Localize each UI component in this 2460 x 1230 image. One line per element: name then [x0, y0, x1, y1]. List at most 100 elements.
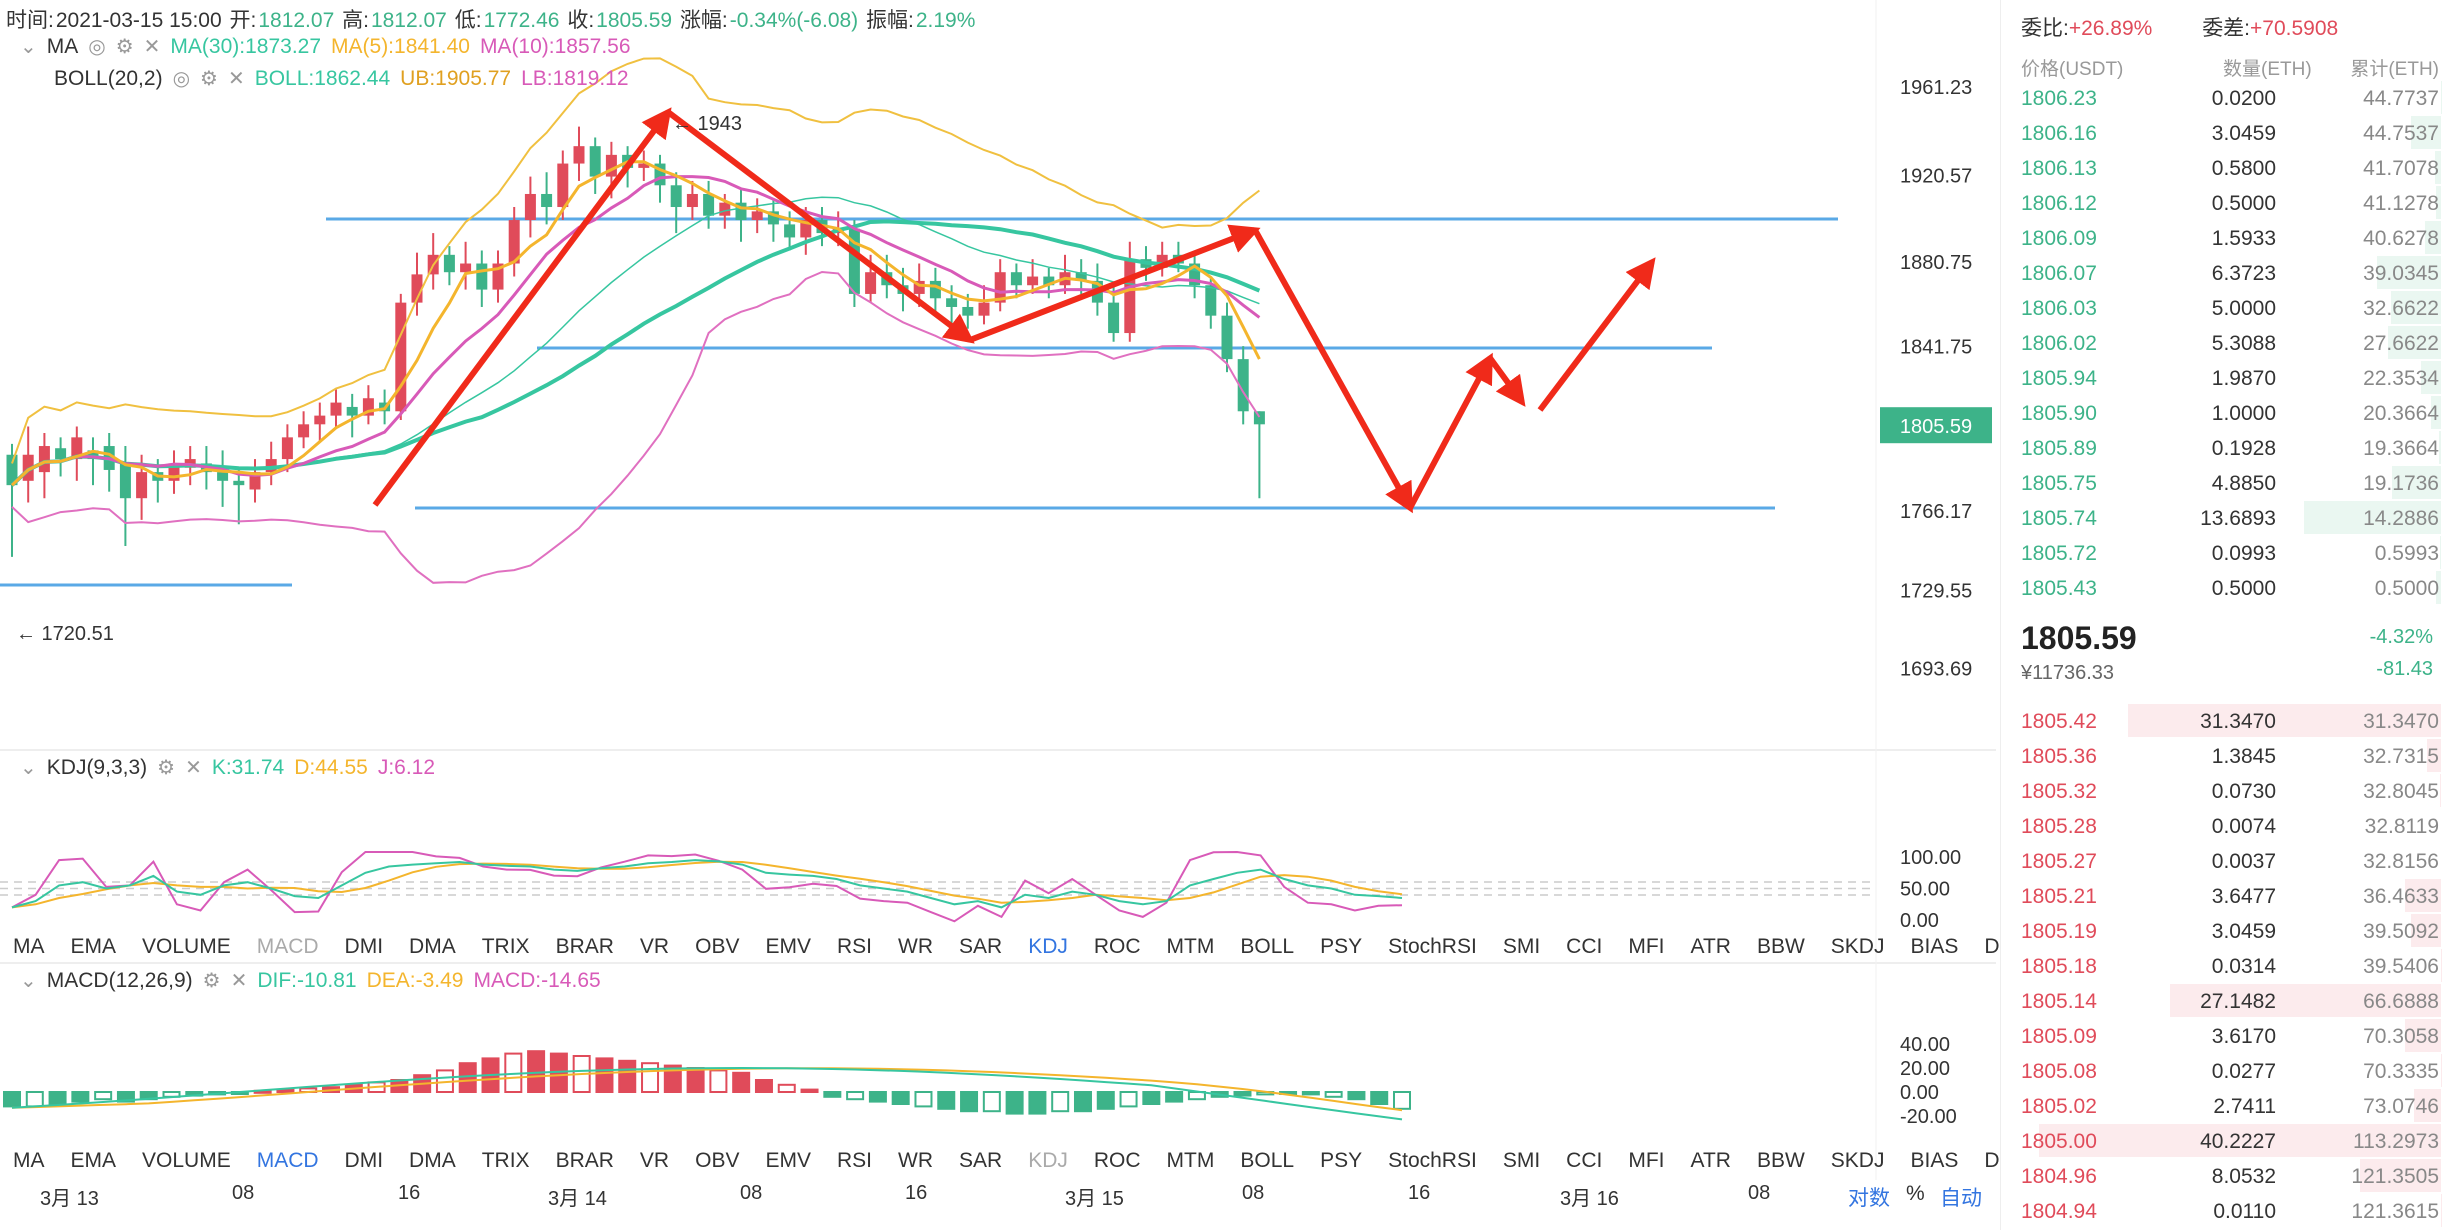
settings-icon[interactable]: ⚙: [115, 36, 134, 58]
indicator-tab-rsi[interactable]: RSI: [836, 1149, 872, 1172]
orderbook-upper-row[interactable]: 1805.43 0.5000 0.5000: [2001, 570, 2460, 605]
settings-icon[interactable]: ⚙: [200, 68, 218, 90]
orderbook-lower-row[interactable]: 1805.19 3.0459 39.5092: [2001, 913, 2460, 948]
orderbook-upper-row[interactable]: 1805.89 0.1928 19.3664: [2001, 430, 2460, 465]
indicator-tab-skdj[interactable]: SKDJ: [1830, 935, 1885, 958]
close-icon[interactable]: ✕: [185, 757, 202, 779]
indicator-tab-ema[interactable]: EMA: [70, 935, 117, 958]
indicator-tab-wr[interactable]: WR: [898, 1149, 933, 1172]
indicator-tab-ema[interactable]: EMA: [70, 1149, 117, 1172]
chart-area[interactable]: 1961.23 1920.57 1880.75 1841.75 1805.59 1766.…: [0, 0, 2187, 1230]
percent-scale-toggle[interactable]: %: [1906, 1182, 1925, 1205]
orderbook-lower-row[interactable]: 1805.09 3.6170 70.3058: [2001, 1018, 2460, 1053]
orderbook-upper-row[interactable]: 1806.07 6.3723 39.0345: [2001, 255, 2460, 290]
indicator-tab-dmi[interactable]: DMI: [344, 1149, 384, 1172]
indicator-tab-smi[interactable]: SMI: [1502, 1149, 1541, 1172]
indicator-tab-kdj[interactable]: KDJ: [1028, 935, 1068, 958]
eye-icon[interactable]: ◎: [172, 68, 191, 90]
close-icon[interactable]: ✕: [227, 68, 245, 90]
orderbook-lower-row[interactable]: 1805.08 0.0277 70.3335: [2001, 1053, 2460, 1088]
indicator-tab-roc[interactable]: ROC: [1093, 935, 1141, 958]
indicator-tab-boll[interactable]: BOLL: [1240, 1149, 1295, 1172]
indicator-tab-trix[interactable]: TRIX: [481, 1149, 530, 1172]
auto-scale-toggle[interactable]: 自动: [1940, 1187, 1982, 1210]
orderbook-lower-row[interactable]: 1805.21 3.6477 36.4633: [2001, 878, 2460, 913]
kline-chart-svg[interactable]: 1961.23 1920.57 1880.75 1841.75 1805.59 1766.…: [0, 0, 1996, 1230]
indicator-tab-mtm[interactable]: MTM: [1166, 935, 1215, 958]
orderbook-lower-row[interactable]: 1805.18 0.0314 39.5406: [2001, 948, 2460, 983]
close-icon[interactable]: ✕: [143, 36, 161, 58]
indicator-tab-obv[interactable]: OBV: [695, 935, 740, 958]
chevron-down-icon[interactable]: ⌄: [20, 757, 37, 779]
indicator-tab-trix[interactable]: TRIX: [481, 935, 530, 958]
orderbook-upper-row[interactable]: 1805.74 13.6893 14.2886: [2001, 500, 2460, 535]
indicator-tab-boll[interactable]: BOLL: [1240, 935, 1295, 958]
indicator-tab-macd[interactable]: MACD: [256, 1149, 319, 1172]
log-scale-toggle[interactable]: 对数: [1848, 1187, 1890, 1210]
orderbook-upper-row[interactable]: 1805.75 4.8850 19.1736: [2001, 465, 2460, 500]
orderbook-upper-row[interactable]: 1806.12 0.5000 41.1278: [2001, 185, 2460, 220]
orderbook-upper-row[interactable]: 1805.94 1.9870 22.3534: [2001, 360, 2460, 395]
indicator-tab-cci[interactable]: CCI: [1566, 1149, 1603, 1172]
indicator-tab-bbw[interactable]: BBW: [1756, 1149, 1805, 1172]
orderbook-lower-row[interactable]: 1804.96 8.0532 121.3505: [2001, 1158, 2460, 1193]
indicator-tab-atr[interactable]: ATR: [1690, 935, 1731, 958]
orderbook-upper-row[interactable]: 1806.09 1.5933 40.6278: [2001, 220, 2460, 255]
indicator-tab-ma[interactable]: MA: [13, 935, 45, 958]
indicator-tab-cci[interactable]: CCI: [1566, 935, 1603, 958]
orderbook-upper-row[interactable]: 1806.03 5.0000 32.6622: [2001, 290, 2460, 325]
indicator-tab-psy[interactable]: PSY: [1320, 1149, 1363, 1172]
orderbook-upper-row[interactable]: 1806.23 0.0200 44.7737: [2001, 80, 2460, 115]
orderbook-lower-row[interactable]: 1805.36 1.3845 32.7315: [2001, 738, 2460, 773]
indicator-tab-dma[interactable]: DMA: [409, 1149, 456, 1172]
orderbook-lower-row[interactable]: 1805.02 2.7411 73.0746: [2001, 1088, 2460, 1123]
orderbook-upper-row[interactable]: 1805.90 1.0000 20.3664: [2001, 395, 2460, 430]
indicator-tab-stochrsi[interactable]: StochRSI: [1388, 935, 1477, 958]
orderbook-lower-row[interactable]: 1805.00 40.2227 113.2973: [2001, 1123, 2460, 1158]
orderbook-lower-row[interactable]: 1805.42 31.3470 31.3470: [2001, 703, 2460, 738]
orderbook-upper-row[interactable]: 1806.13 0.5800 41.7078: [2001, 150, 2460, 185]
eye-icon[interactable]: ◎: [88, 36, 106, 58]
indicator-tab-sar[interactable]: SAR: [959, 935, 1003, 958]
orderbook-lower-row[interactable]: 1805.28 0.0074 32.8119: [2001, 808, 2460, 843]
indicator-tab-stochrsi[interactable]: StochRSI: [1388, 1149, 1477, 1172]
indicator-tab-emv[interactable]: EMV: [765, 1149, 811, 1172]
indicator-tab-brar[interactable]: BRAR: [555, 935, 614, 958]
orderbook-upper-row[interactable]: 1806.16 3.0459 44.7537: [2001, 115, 2460, 150]
indicator-tab-rsi[interactable]: RSI: [836, 935, 872, 958]
indicator-tab-mfi[interactable]: MFI: [1628, 935, 1665, 958]
indicator-tab-brar[interactable]: BRAR: [555, 1149, 614, 1172]
chevron-down-icon[interactable]: ⌄: [20, 36, 37, 58]
indicator-tab-volume[interactable]: VOLUME: [142, 935, 231, 958]
indicator-tab-ma[interactable]: MA: [13, 1149, 45, 1172]
orderbook-lower-row[interactable]: 1805.27 0.0037 32.8156: [2001, 843, 2460, 878]
orderbook-lower-row[interactable]: 1804.94 0.0110 121.3615: [2001, 1193, 2460, 1228]
indicator-tab-vr[interactable]: VR: [639, 935, 670, 958]
indicator-tab-volume[interactable]: VOLUME: [142, 1149, 231, 1172]
close-icon[interactable]: ✕: [230, 970, 248, 992]
indicator-tab-emv[interactable]: EMV: [765, 935, 811, 958]
indicator-tab-obv[interactable]: OBV: [695, 1149, 740, 1172]
indicator-tab-dmi[interactable]: DMI: [344, 935, 384, 958]
chevron-down-icon[interactable]: ⌄: [20, 970, 37, 992]
orderbook-upper-row[interactable]: 1805.72 0.0993 0.5993: [2001, 535, 2460, 570]
indicator-tab-skdj[interactable]: SKDJ: [1830, 1149, 1885, 1172]
indicator-tab-vr[interactable]: VR: [639, 1149, 670, 1172]
indicator-tab-bias[interactable]: BIAS: [1910, 1149, 1959, 1172]
indicator-tab-sar[interactable]: SAR: [959, 1149, 1003, 1172]
orderbook-lower-row[interactable]: 1805.14 27.1482 66.6888: [2001, 983, 2460, 1018]
indicator-tab-wr[interactable]: WR: [898, 935, 933, 958]
indicator-tab-macd[interactable]: MACD: [256, 935, 319, 958]
orderbook-lower-row[interactable]: 1805.32 0.0730 32.8045: [2001, 773, 2460, 808]
indicator-tab-kdj[interactable]: KDJ: [1028, 1149, 1068, 1172]
indicator-tab-mfi[interactable]: MFI: [1628, 1149, 1665, 1172]
indicator-tab-bias[interactable]: BIAS: [1910, 935, 1959, 958]
indicator-tab-dma[interactable]: DMA: [409, 935, 456, 958]
settings-icon[interactable]: ⚙: [202, 970, 221, 992]
orderbook-upper-row[interactable]: 1806.02 5.3088 27.6622: [2001, 325, 2460, 360]
indicator-tab-mtm[interactable]: MTM: [1166, 1149, 1215, 1172]
settings-icon[interactable]: ⚙: [157, 757, 176, 779]
indicator-tab-roc[interactable]: ROC: [1093, 1149, 1141, 1172]
indicator-tab-atr[interactable]: ATR: [1690, 1149, 1731, 1172]
indicator-tab-smi[interactable]: SMI: [1502, 935, 1541, 958]
